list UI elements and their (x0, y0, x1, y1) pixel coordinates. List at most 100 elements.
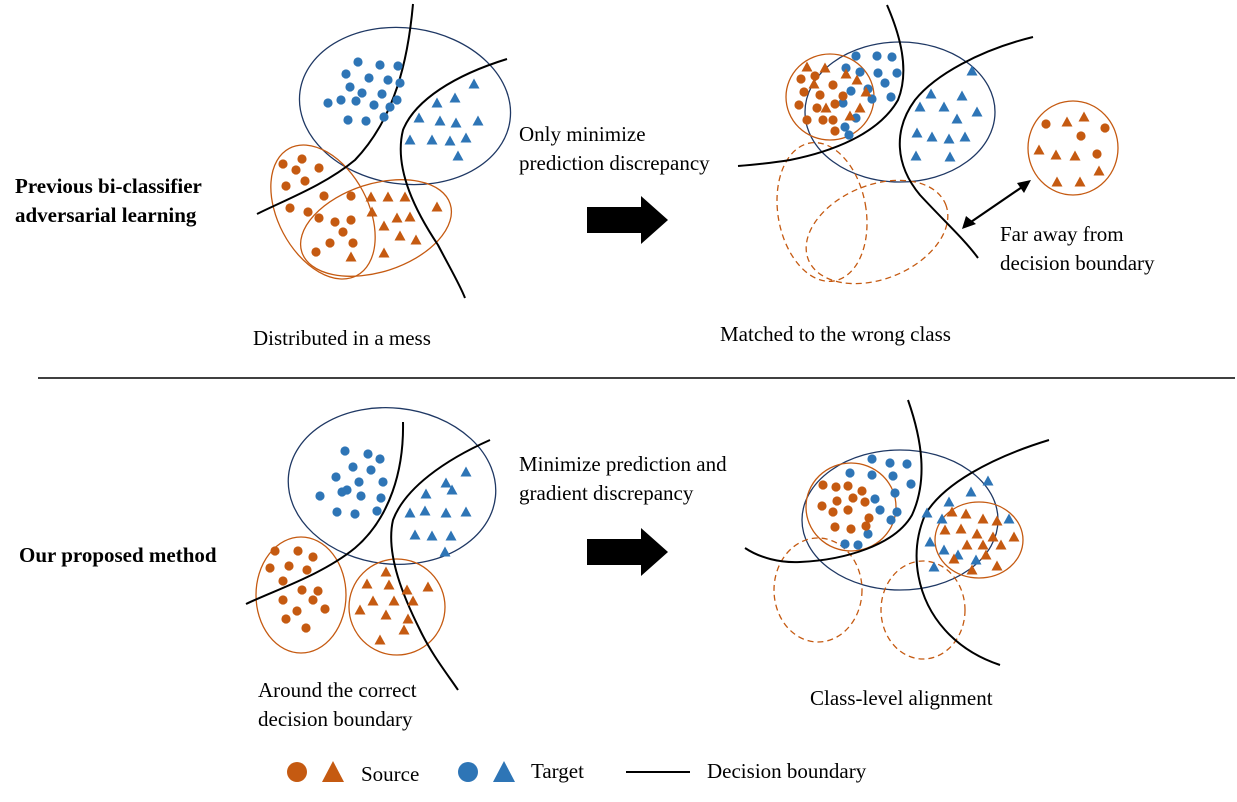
source-triangle-sample (960, 508, 972, 519)
target-circle-sample (354, 477, 364, 487)
source-triangle-sample (840, 68, 852, 79)
source-circle-sample (1041, 119, 1051, 129)
target-circle-sample (375, 454, 385, 464)
source-circle-sample (346, 191, 356, 201)
target-circle-sample (323, 98, 333, 108)
source-triangle-sample (961, 539, 973, 550)
target-triangle-sample (420, 488, 432, 499)
target-circle-sample (315, 491, 325, 501)
source-circle-sample (314, 163, 324, 173)
row-label-line: adversarial learning (15, 203, 197, 227)
target-triangle-sample (926, 131, 938, 142)
source-triangle-sample (365, 191, 377, 202)
target-circle-sample (385, 102, 395, 112)
source-triangle-sample (398, 624, 410, 635)
target-triangle-sample (426, 134, 438, 145)
caption-around-boundary: Around the correct decision boundary (258, 676, 417, 734)
target-circle-sample (890, 488, 900, 498)
target-circle-sample (377, 89, 387, 99)
source-circle-sample (864, 513, 874, 523)
decision-boundary (390, 439, 491, 691)
target-circle-sample (353, 57, 363, 67)
target-domain-ellipse (287, 407, 497, 565)
source-circle-sample (796, 74, 806, 84)
target-triangle-sample (943, 496, 955, 507)
source-triangle-sample (431, 201, 443, 212)
target-circle-sample (841, 63, 851, 73)
source-circle-sample (285, 203, 295, 213)
source-circle-sample (832, 496, 842, 506)
source-triangle-sample (966, 564, 978, 575)
target-circle-sample (369, 100, 379, 110)
target-circle-sample (902, 459, 912, 469)
target-circle-sample (378, 477, 388, 487)
target-circle-sample (886, 92, 896, 102)
source-triangle-sample (399, 191, 411, 202)
target-triangle-sample (468, 78, 480, 89)
source-circle-sample (817, 501, 827, 511)
target-triangle-sample (910, 150, 922, 161)
source-triangle-sample (410, 234, 422, 245)
source-triangle-sample (422, 581, 434, 592)
target-triangle-sample (444, 135, 456, 146)
target-circle-sample (372, 506, 382, 516)
source-triangle-sample (851, 74, 863, 85)
source-triangle-sample (402, 613, 414, 624)
source-circle-sample (830, 99, 840, 109)
legend-source-label: Source (361, 762, 420, 786)
source-triangle-sample (380, 566, 392, 577)
arrow-label-previous: Only minimize prediction discrepancy (519, 120, 710, 178)
source-circle-sample (831, 482, 841, 492)
target-circle-sample (350, 509, 360, 519)
target-triangle-sample (460, 506, 472, 517)
caption-wrong-class: Matched to the wrong class (720, 322, 951, 346)
source-triangle-sample (361, 578, 373, 589)
target-circle-sample (885, 458, 895, 468)
legend-boundary-label: Decision boundary (707, 759, 867, 783)
target-circle-sample (880, 78, 890, 88)
source-triangle-sample (948, 553, 960, 564)
source-circle-sample (319, 191, 329, 201)
target-circle-sample (345, 82, 355, 92)
source-circle-sample (857, 486, 867, 496)
source-circle-sample (302, 565, 312, 575)
target-circle-sample (872, 51, 882, 61)
source-circle-sample (861, 521, 871, 531)
target-triangle-sample (446, 484, 458, 495)
source-circle-sample (815, 90, 825, 100)
target-triangle-sample (440, 507, 452, 518)
target-circle-sample (393, 61, 403, 71)
source-triangle-sample (1033, 144, 1045, 155)
source-triangle-sample (977, 513, 989, 524)
target-triangle-sample (452, 150, 464, 161)
arrow-label-proposed: Minimize prediction and gradient discrep… (519, 450, 727, 508)
target-triangle-sample (982, 475, 994, 486)
target-triangle-sample (404, 507, 416, 518)
target-circle-sample (838, 98, 848, 108)
target-circle-sample (870, 494, 880, 504)
source-triangle-sample (394, 230, 406, 241)
decision-boundary (737, 4, 905, 167)
target-triangle-sample (936, 513, 948, 524)
source-triangle-sample (977, 539, 989, 550)
target-triangle-sample (472, 115, 484, 126)
target-circle-sample (332, 507, 342, 517)
distance-arrow (967, 184, 1026, 225)
target-triangle-sample (409, 529, 421, 540)
target-circle-sample (379, 112, 389, 122)
transition-arrow (587, 528, 668, 576)
target-circle-sample (375, 60, 385, 70)
source-cluster-ellipse (255, 536, 347, 654)
source-circle-sample (297, 154, 307, 164)
panel-previous-after (737, 4, 1119, 285)
source-triangle-sample (1050, 149, 1062, 160)
source-triangle-sample (366, 206, 378, 217)
source-triangle-sample (995, 539, 1007, 550)
source-triangle-sample (980, 549, 992, 560)
source-triangle-sample (367, 595, 379, 606)
target-circle-sample (875, 505, 885, 515)
caption-class-alignment: Class-level alignment (810, 686, 993, 710)
arrow-head (1017, 180, 1031, 193)
target-circle-sample (863, 529, 873, 539)
target-circle-sample (361, 116, 371, 126)
